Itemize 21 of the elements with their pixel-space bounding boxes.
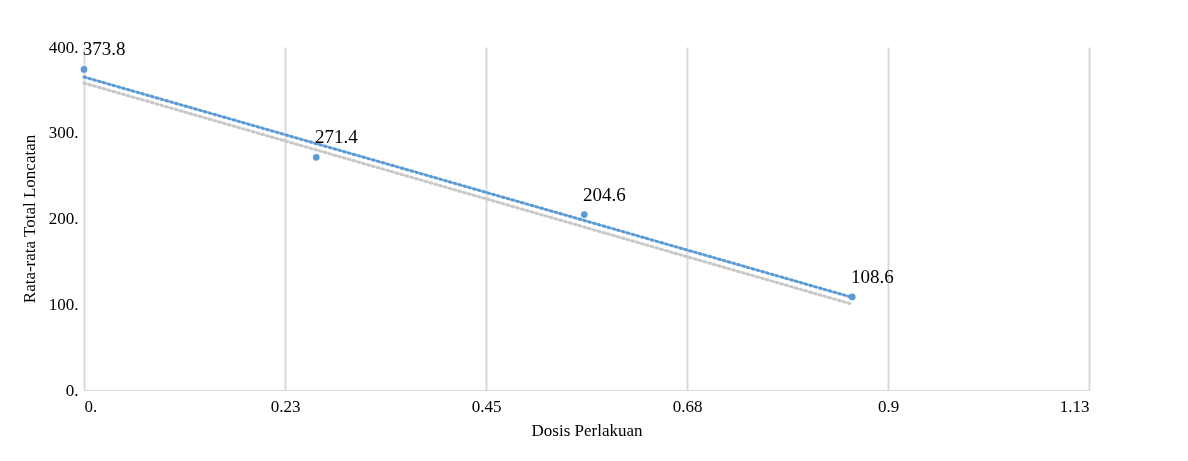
point bbox=[312, 153, 320, 161]
x-tick-label: 0.68 bbox=[672, 396, 703, 416]
point bbox=[848, 293, 856, 301]
y-tick-label: 0. bbox=[65, 380, 79, 400]
data-label: 373.8 bbox=[82, 38, 126, 60]
data-label: 108.6 bbox=[850, 265, 894, 287]
y-tick-label: 100. bbox=[48, 294, 79, 314]
y-tick-label: 300. bbox=[48, 123, 79, 143]
data-label: 204.6 bbox=[582, 183, 626, 205]
x-tick-label: 0.45 bbox=[471, 396, 502, 416]
data-label: 271.4 bbox=[314, 126, 359, 148]
y-axis-title: Rata-rata Total Loncatan bbox=[19, 134, 39, 304]
y-tick-label: 200. bbox=[48, 209, 79, 228]
point bbox=[580, 211, 588, 218]
x-tick-label: 1.13 bbox=[1059, 396, 1090, 416]
x-tick-label: 0. bbox=[84, 396, 98, 416]
x-tick-label: 0.9 bbox=[877, 396, 900, 416]
x-axis-title: Dosis Perlakuan bbox=[531, 420, 643, 440]
y-tick-label: 400. bbox=[48, 37, 79, 57]
x-tick-label: 0.23 bbox=[270, 396, 301, 416]
point bbox=[80, 66, 88, 73]
